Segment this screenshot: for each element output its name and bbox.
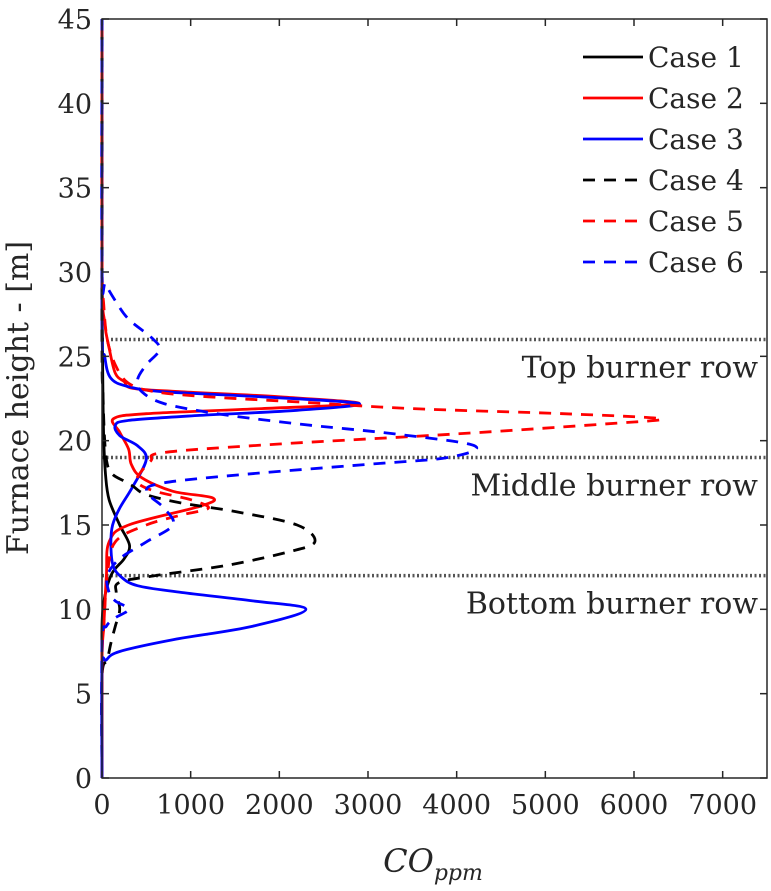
- y-tick-label: 15: [58, 511, 92, 542]
- series-line-case-6: [100, 18, 478, 779]
- x-axis-label-subscript: ppm: [434, 861, 483, 886]
- legend: Case 1 Case 2 Case 3 Case 4 Case 5 Case 6: [583, 41, 744, 279]
- x-tick-label: 4000: [422, 790, 491, 821]
- y-tick-label: 35: [58, 174, 92, 205]
- y-tick-label: 45: [58, 5, 92, 36]
- y-tick-label: 5: [75, 680, 92, 711]
- burner-row-label: Bottom burner row: [466, 587, 758, 622]
- series-line-case-3: [100, 18, 361, 779]
- x-tick-label: 0: [93, 790, 110, 821]
- burner-row-label: Middle burner row: [470, 469, 758, 504]
- y-tick-label: 10: [58, 595, 92, 626]
- x-axis-label: COppm: [383, 842, 483, 886]
- burner-row-label: Top burner row: [522, 350, 759, 385]
- plot-frame: [101, 18, 768, 779]
- series-line-case-5: [100, 18, 664, 779]
- x-tick-label: 1000: [156, 790, 225, 821]
- legend-label-case-6: Case 6: [648, 246, 744, 279]
- legend-label-case-1: Case 1: [648, 41, 744, 74]
- y-tick-label: 20: [58, 427, 92, 458]
- legend-label-case-5: Case 5: [648, 205, 744, 238]
- y-tick-label: 40: [58, 89, 92, 120]
- y-axis-label: Furnace height - [m]: [1, 241, 36, 555]
- x-tick-label: 3000: [334, 790, 403, 821]
- burner-row-lines: [102, 337, 767, 578]
- series-line-case-4: [100, 18, 317, 779]
- x-tick-label: 2000: [245, 790, 314, 821]
- burner-row-labels: Top burner row Middle burner row Bottom bu…: [466, 350, 758, 621]
- x-tick-label: 5000: [511, 790, 580, 821]
- legend-label-case-4: Case 4: [648, 164, 744, 197]
- y-tick-label: 25: [58, 342, 92, 373]
- x-axis-label-main: CO: [383, 842, 434, 880]
- x-tick-label: 7000: [688, 790, 757, 821]
- y-tick-label: 30: [58, 258, 92, 289]
- legend-label-case-2: Case 2: [648, 82, 744, 115]
- x-axis-ticks: 0 1000 2000 3000 4000 5000 6000 7000: [93, 19, 757, 821]
- y-tick-label: 0: [75, 764, 92, 795]
- x-tick-label: 6000: [600, 790, 669, 821]
- y-axis-ticks: 0 5 10 15 20 25 30 35 40 45: [58, 5, 767, 795]
- legend-label-case-3: Case 3: [648, 123, 744, 156]
